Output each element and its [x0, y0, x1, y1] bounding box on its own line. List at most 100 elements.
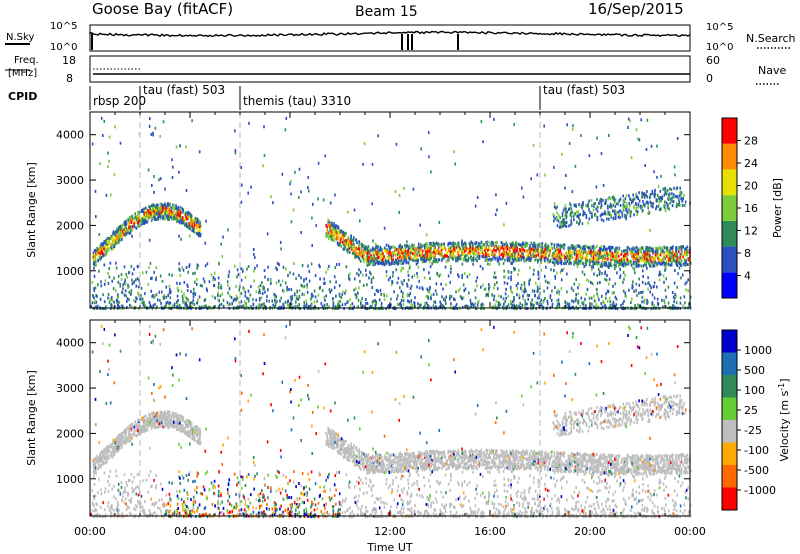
echo-cell: [512, 247, 514, 251]
echo-cell: [600, 206, 602, 210]
echo-cell: [348, 307, 351, 311]
echo-cell: [341, 292, 344, 296]
echo-cell: [103, 247, 105, 251]
echo-cell: [163, 209, 165, 213]
echo-cell: [575, 278, 577, 281]
echo-cell: [554, 249, 557, 253]
echo-cell: [420, 251, 423, 255]
echo-cell: [649, 264, 652, 268]
echo-cell: [582, 262, 584, 266]
echo-cell: [185, 222, 188, 226]
echo-cell: [493, 298, 495, 302]
echo-cell: [345, 231, 347, 235]
echo-cell: [642, 250, 645, 254]
echo-cell: [606, 274, 608, 277]
echo-cell: [257, 285, 260, 289]
echo-cell: [400, 258, 403, 262]
echo-cell: [441, 295, 443, 299]
echo-cell: [451, 244, 453, 248]
echo-cell: [426, 301, 428, 305]
echo-cell: [635, 264, 638, 268]
echo-cell: [629, 119, 631, 123]
echo-cell: [108, 275, 111, 279]
echo-cell: [585, 256, 587, 260]
echo-cell: [450, 242, 452, 246]
echo-cell: [308, 305, 311, 309]
echo-cell: [447, 242, 450, 246]
echo-cell: [115, 261, 117, 265]
echo-cell: [631, 297, 633, 301]
echo-cell: [388, 254, 390, 258]
echo-cell: [657, 256, 659, 260]
echo-cell: [377, 256, 380, 259]
echo-cell: [159, 213, 162, 217]
echo-cell: [530, 305, 532, 309]
echo-cell: [310, 262, 313, 266]
echo-cell: [667, 203, 669, 207]
echo-cell: [410, 246, 412, 250]
echo-cell: [179, 211, 182, 215]
echo-cell: [652, 202, 654, 205]
echo-cell: [570, 215, 573, 219]
echo-cell: [170, 209, 172, 213]
echo-cell: [235, 294, 238, 298]
echo-cell: [498, 247, 500, 251]
echo-cell: [169, 289, 172, 293]
echo-cell: [640, 291, 643, 294]
echo-cell: [422, 259, 425, 263]
echo-cell: [176, 219, 179, 223]
echo-cell: [358, 240, 360, 244]
echo-cell: [565, 252, 567, 256]
echo-cell: [374, 257, 377, 261]
echo-cell: [682, 196, 684, 200]
echo-cell: [507, 303, 510, 307]
echo-cell: [250, 285, 252, 289]
echo-cell: [676, 264, 679, 267]
echo-cell: [664, 301, 666, 305]
echo-cell: [317, 161, 320, 165]
echo-cell: [379, 254, 381, 258]
echo-cell: [121, 238, 123, 241]
echo-cell: [672, 249, 674, 253]
echo-cell: [396, 256, 399, 260]
echo-cell: [598, 272, 601, 276]
echo-cell: [487, 258, 490, 262]
echo-cell: [608, 264, 610, 268]
echo-cell: [647, 201, 649, 205]
echo-cell: [338, 262, 341, 266]
echo-cell: [535, 307, 537, 311]
echo-cell: [454, 162, 456, 166]
echo-cell: [646, 259, 649, 263]
echo-cell: [588, 259, 591, 263]
echo-cell: [97, 283, 99, 287]
echo-cell: [508, 253, 510, 257]
echo-cell: [431, 243, 434, 247]
echo-cell: [498, 255, 501, 259]
echo-cell: [620, 252, 623, 256]
echo-cell: [485, 258, 488, 262]
echo-cell: [585, 260, 587, 264]
echo-cell: [678, 250, 680, 253]
echo-cell: [386, 250, 389, 254]
echo-cell: [169, 210, 171, 213]
echo-cell: [664, 203, 667, 207]
echo-cell: [637, 252, 640, 256]
echo-cell: [664, 209, 667, 213]
echo-cell: [430, 252, 432, 256]
echo-cell: [187, 222, 189, 226]
echo-cell: [461, 251, 463, 255]
echo-cell: [281, 279, 284, 283]
echo-cell: [285, 267, 287, 271]
echo-cell: [337, 300, 340, 304]
echo-cell: [144, 216, 147, 220]
echo-cell: [385, 259, 387, 263]
echo-cell: [120, 226, 123, 230]
echo-cell: [144, 213, 147, 216]
echo-cell: [492, 242, 494, 246]
echo-cell: [309, 307, 312, 311]
echo-cell: [622, 289, 625, 293]
echo-cell: [214, 296, 216, 300]
echo-cell: [596, 262, 598, 266]
echo-cell: [529, 245, 531, 249]
echo-cell: [260, 303, 263, 307]
